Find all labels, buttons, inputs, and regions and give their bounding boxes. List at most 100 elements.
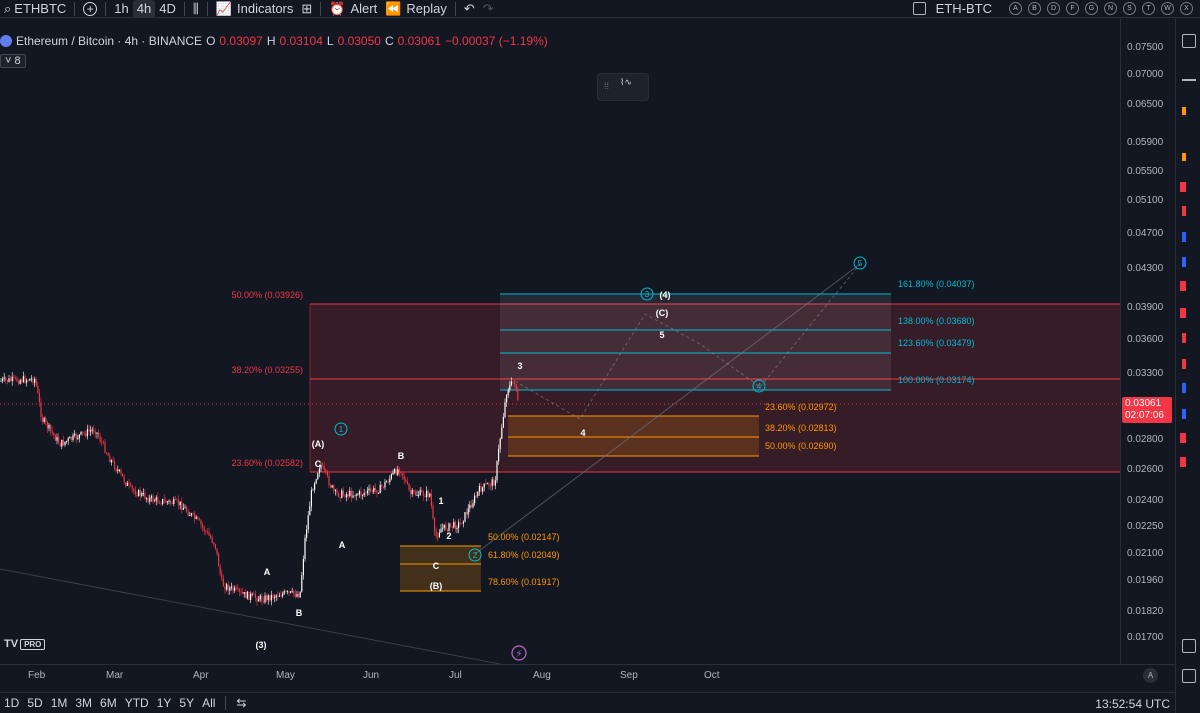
top-toolbar: ⌕ ETHBTC + 1h 4h 4D ⫼ 📈 Indicators ⊞ ⏰ A… bbox=[0, 0, 1200, 18]
notifications-icon[interactable] bbox=[1182, 669, 1196, 683]
quick-button-n[interactable]: N bbox=[1104, 2, 1117, 15]
price-tick: 0.01820 bbox=[1127, 606, 1164, 617]
candle-body bbox=[387, 481, 389, 483]
legend-low-label: L bbox=[326, 34, 334, 48]
quick-button-s[interactable]: S bbox=[1123, 2, 1136, 15]
undo-button[interactable]: ↶ bbox=[460, 0, 479, 18]
fib-red-label-23: 23.60% (0.02582) bbox=[231, 458, 303, 468]
divider bbox=[225, 696, 227, 710]
compare-checkbox[interactable]: ETH-BTC bbox=[909, 0, 996, 18]
candle-body bbox=[403, 475, 405, 480]
candle-body bbox=[178, 500, 180, 506]
candle-body bbox=[32, 378, 34, 383]
candle-body bbox=[218, 553, 220, 567]
candle-body bbox=[206, 531, 208, 533]
candle-body bbox=[53, 432, 55, 436]
candle-body bbox=[434, 518, 436, 532]
auto-scale-button[interactable]: A bbox=[1143, 668, 1158, 683]
drag-handle-icon[interactable]: ⁞⁞ bbox=[604, 81, 610, 91]
range-ytd[interactable]: YTD bbox=[124, 696, 149, 710]
candle-body bbox=[270, 594, 272, 601]
candle-body bbox=[224, 586, 226, 590]
alerts-icon[interactable] bbox=[1182, 69, 1196, 81]
chart-pane[interactable]: 50.00% (0.03926) 38.20% (0.03255) 23.60%… bbox=[0, 19, 1120, 664]
checkbox-icon bbox=[912, 2, 926, 15]
range-6m[interactable]: 6M bbox=[100, 696, 117, 710]
layouts-button[interactable]: ⊞ bbox=[297, 0, 316, 18]
price-axis[interactable]: 0.07500 0.07000 0.06500 0.05900 0.05500 … bbox=[1120, 19, 1175, 664]
chart-canvas[interactable]: 50.00% (0.03926) 38.20% (0.03255) 23.60%… bbox=[0, 19, 1120, 664]
candle-body bbox=[326, 471, 328, 476]
drawing-toolbar-float[interactable]: ⁞⁞ ⌇∿ bbox=[597, 73, 649, 101]
quick-button-t[interactable]: T bbox=[1142, 2, 1155, 15]
candle-body bbox=[426, 490, 428, 498]
quick-button-w[interactable]: W bbox=[1161, 2, 1174, 15]
interval-4d[interactable]: 4D bbox=[159, 1, 176, 16]
indicators-button[interactable]: 📈 Indicators bbox=[212, 0, 298, 18]
utc-clock[interactable]: 13:52:54 UTC bbox=[1095, 697, 1170, 711]
quick-button-x[interactable]: X bbox=[1180, 2, 1193, 15]
quick-button-b[interactable]: B bbox=[1028, 2, 1041, 15]
elliott-wave-icon[interactable]: ⌇∿ bbox=[620, 77, 632, 87]
candle-body bbox=[506, 395, 508, 403]
candle-body bbox=[219, 566, 221, 574]
replay-button[interactable]: ⏪ Replay bbox=[381, 0, 451, 18]
indicators-label: Indicators bbox=[237, 1, 294, 16]
watchlist-icon[interactable] bbox=[1182, 34, 1196, 48]
candle-body bbox=[501, 427, 503, 439]
candle-body bbox=[410, 490, 412, 495]
range-5d[interactable]: 5D bbox=[27, 696, 43, 710]
interval-4h[interactable]: 4h bbox=[132, 0, 156, 18]
divider bbox=[74, 1, 76, 16]
wave-label-c-paren: (C) bbox=[656, 308, 669, 318]
quick-button-f[interactable]: F bbox=[1066, 2, 1079, 15]
candle-body bbox=[78, 434, 80, 439]
range-1y[interactable]: 1Y bbox=[156, 696, 172, 710]
price-tick: 0.01960 bbox=[1127, 575, 1164, 586]
time-axis[interactable]: Feb Mar Apr May Jun Jul Aug Sep Oct bbox=[0, 664, 1175, 686]
wave-circle-2: 2 bbox=[468, 548, 482, 562]
alert-button[interactable]: ⏰ Alert bbox=[325, 0, 381, 18]
range-5y[interactable]: 5Y bbox=[179, 696, 195, 710]
candle-body bbox=[48, 424, 50, 429]
watchlist-marker-orange bbox=[1182, 153, 1186, 161]
price-tick: 0.01700 bbox=[1127, 632, 1164, 643]
quick-button-g[interactable]: G bbox=[1085, 2, 1098, 15]
quick-button-a[interactable]: A bbox=[1009, 2, 1022, 15]
rewind-icon: ⏪ bbox=[385, 0, 402, 16]
redo-button[interactable]: ↷ bbox=[479, 0, 498, 18]
candle-body bbox=[157, 497, 159, 503]
candle-body bbox=[250, 594, 252, 601]
watchlist-marker-red bbox=[1180, 182, 1186, 192]
candle-body bbox=[70, 436, 72, 441]
range-1d[interactable]: 1D bbox=[4, 696, 20, 710]
wave-label-4: 4 bbox=[580, 428, 585, 438]
tradingview-logo[interactable]: TV PRO bbox=[4, 638, 46, 650]
range-3m[interactable]: 3M bbox=[75, 696, 93, 710]
candle-body bbox=[355, 494, 357, 497]
candle-body bbox=[293, 590, 295, 595]
candle-body bbox=[318, 468, 320, 474]
compare-add-button[interactable]: + bbox=[79, 0, 101, 18]
quick-button-d[interactable]: D bbox=[1047, 2, 1060, 15]
candle-body bbox=[507, 389, 509, 396]
range-all[interactable]: All bbox=[202, 696, 216, 710]
candle-body bbox=[133, 488, 135, 491]
candle-body bbox=[181, 501, 183, 510]
symbol-search-button[interactable]: ⌕ ETHBTC bbox=[0, 0, 70, 18]
panel-icon[interactable] bbox=[1182, 639, 1196, 653]
event-marker[interactable]: ⚡ bbox=[511, 645, 527, 661]
time-tick: Apr bbox=[193, 670, 209, 681]
range-1m[interactable]: 1M bbox=[50, 696, 68, 710]
price-tick: 0.02100 bbox=[1127, 548, 1164, 559]
indicators-collapse-button[interactable]: ˅ 8 bbox=[0, 54, 26, 68]
goto-date-button[interactable]: ⇆ bbox=[232, 696, 250, 710]
candle-body bbox=[94, 431, 96, 434]
chart-type-button[interactable]: ⫼ bbox=[189, 0, 203, 18]
candle-body bbox=[43, 418, 45, 422]
trend-line-upper bbox=[474, 263, 861, 555]
fib-orange-lower-label-2: 61.80% (0.02049) bbox=[488, 550, 560, 560]
price-tick: 0.02250 bbox=[1127, 521, 1164, 532]
candle-body bbox=[138, 489, 140, 497]
interval-1h[interactable]: 1h bbox=[114, 1, 129, 16]
